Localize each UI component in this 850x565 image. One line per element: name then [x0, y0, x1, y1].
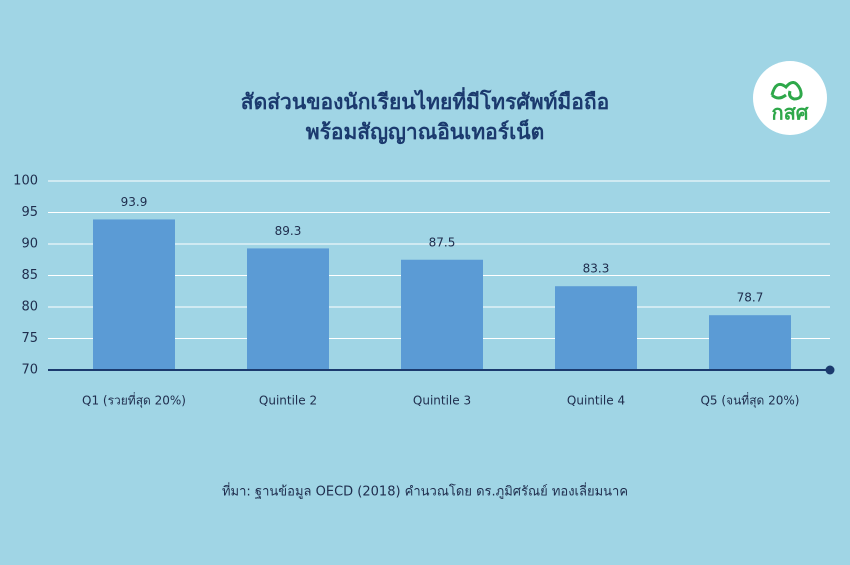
bar [555, 286, 637, 370]
chart-title: พร้อมสัญญาณอินเทอร์เน็ต [306, 118, 545, 145]
y-tick-label: 95 [21, 205, 38, 220]
logo: กสศ [753, 61, 827, 135]
bar [93, 219, 175, 370]
value-label: 87.5 [429, 235, 456, 249]
x-tick-label: Quintile 3 [413, 394, 471, 408]
logo-text: กสศ [771, 101, 809, 125]
bar [709, 315, 791, 370]
value-label: 93.9 [121, 195, 148, 209]
y-tick-label: 75 [21, 331, 38, 346]
bar [401, 259, 483, 370]
x-tick-label: Quintile 4 [567, 394, 625, 408]
bar [247, 248, 329, 370]
chart-title: สัดส่วนของนักเรียนไทยที่มีโทรศัพท์มือถือ [241, 86, 609, 114]
axis-end-dot [825, 365, 835, 375]
y-tick-label: 100 [13, 174, 38, 189]
y-tick-label: 90 [21, 237, 38, 252]
source-note: ที่มา: ฐานข้อมูล OECD (2018) คำนวณโดย ดร… [222, 483, 628, 500]
y-tick-label: 70 [21, 363, 38, 378]
value-label: 89.3 [275, 224, 302, 238]
x-tick-label: Q1 (รวยที่สุด 20%) [82, 392, 186, 409]
logo-icon [770, 81, 803, 101]
y-tick-label: 80 [21, 300, 38, 315]
value-label: 83.3 [583, 262, 610, 276]
x-tick-label: Quintile 2 [259, 394, 317, 408]
x-tick-label: Q5 (จนที่สุด 20%) [700, 392, 799, 409]
y-tick-label: 85 [21, 268, 38, 283]
value-label: 78.7 [737, 291, 764, 305]
